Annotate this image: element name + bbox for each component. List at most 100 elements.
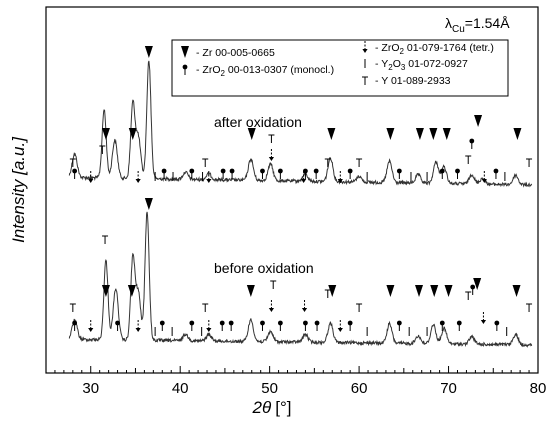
phase-marker-y (465, 291, 472, 300)
phase-marker-zro2t (268, 149, 275, 161)
phase-marker-zro2t (88, 320, 94, 332)
phase-marker-zro2m (260, 320, 265, 331)
phase-marker-y (356, 303, 363, 312)
phase-marker-zr (246, 285, 255, 297)
legend-entry-zr: - Zr 00-005-0665 (196, 47, 275, 59)
phase-marker-zro2t (481, 171, 487, 183)
phase-marker-zr (415, 285, 424, 297)
phase-marker-zro2m (494, 320, 500, 331)
phase-marker-zr (144, 46, 153, 58)
phase-marker-zr (474, 115, 483, 127)
phase-marker-zro2t (135, 320, 141, 332)
phase-marker-zr (513, 128, 522, 140)
phase-marker-y (356, 158, 363, 167)
phase-marker-zro2t (206, 171, 212, 183)
phase-marker-zro2m (313, 168, 319, 179)
phase-marker-zr (430, 285, 439, 297)
phase-marker-zro2t (268, 300, 275, 312)
phase-marker-zro2m (469, 138, 475, 149)
legend-entry-zro2-monocl: - ZrO2 00-013-0307 (monocl.) (196, 64, 334, 78)
y-axis-title: Intensity [a.u.] (9, 136, 28, 243)
series-annotation-after: after oxidation (214, 114, 302, 130)
phase-marker-y (526, 303, 533, 312)
legend-entry-zro2-tetr: - ZrO2 01-079-1764 (tetr.) (375, 42, 494, 56)
phase-marker-zr (144, 198, 153, 210)
phase-marker-y (465, 155, 472, 164)
phase-marker-zro2m (347, 320, 353, 331)
x-axis-title: 2θ [°] (252, 398, 292, 417)
phase-marker-zr (127, 285, 136, 297)
phase-marker-zr (415, 128, 424, 140)
phase-marker-zro2m (439, 320, 445, 331)
legend: - Zr 00-005-0665 - ZrO2 00-013-0307 (mon… (171, 39, 509, 97)
phase-marker-zro2m (219, 320, 225, 331)
phase-marker-zr (512, 285, 521, 297)
phase-marker-y (324, 158, 331, 167)
phase-marker-y (268, 134, 275, 143)
phase-marker-zro2m (277, 168, 283, 179)
phase-marker-y (270, 280, 277, 289)
phase-marker-zro2m (159, 320, 165, 331)
phase-marker-y (202, 303, 209, 312)
phase-marker-zr (101, 285, 110, 297)
phase-marker-zr (473, 278, 482, 290)
phase-marker-zr (386, 128, 395, 140)
phase-marker-zr (444, 285, 453, 297)
phase-marker-zro2m (229, 168, 235, 179)
phase-marker-zro2m (277, 320, 283, 331)
phase-marker-zro2m (439, 168, 445, 179)
phase-marker-zr (442, 128, 451, 140)
phase-marker-zro2m (303, 168, 308, 179)
phase-marker-zro2m (115, 320, 120, 331)
phase-marker-zro2m (228, 320, 234, 331)
diffractogram-after-oxidation (68, 60, 533, 188)
phase-marker-zro2m (470, 284, 476, 295)
phase-marker-zro2m (396, 320, 402, 331)
phase-marker-zro2t (135, 171, 141, 183)
series-annotation-before: before oxidation (214, 260, 314, 276)
x-tick-label: 70 (440, 380, 457, 397)
x-tick-label: 50 (261, 380, 278, 397)
phase-marker-zro2t (301, 171, 307, 183)
x-tick-label: 40 (172, 380, 189, 397)
legend-box (171, 39, 509, 97)
phase-marker-zr (247, 128, 256, 140)
phase-marker-zro2m (347, 168, 353, 179)
phase-marker-y (102, 235, 109, 244)
phase-marker-y (324, 289, 331, 298)
phase-marker-y (69, 303, 76, 312)
phase-marker-zro2m (260, 168, 265, 179)
phase-marker-zro2m (493, 168, 499, 179)
phase-marker-zr (128, 128, 137, 140)
phase-marker-zro2m (161, 168, 167, 179)
phase-marker-zr (328, 285, 337, 297)
phase-marker-zro2t (206, 320, 212, 332)
x-tick-label: 60 (351, 380, 368, 397)
phase-marker-zro2m (396, 168, 402, 179)
phase-marker-zro2t (88, 171, 94, 183)
phase-marker-y (202, 158, 209, 167)
phase-marker-zro2m (72, 168, 78, 179)
plot-frame (45, 6, 539, 374)
phase-marker-zr (327, 128, 336, 140)
phase-marker-zro2m (455, 168, 460, 179)
phase-marker-zr (101, 128, 110, 140)
phase-marker-zro2t (337, 171, 343, 183)
phase-marker-zro2m (72, 320, 78, 331)
legend-entry-y2o3: - Y2O3 01-072-0927 (375, 58, 468, 72)
phase-marker-zro2m (303, 320, 308, 331)
phase-marker-zro2t (301, 300, 308, 312)
legend-marker-y (362, 76, 368, 85)
x-tick-label: 30 (82, 380, 99, 397)
phase-marker-zro2m (189, 168, 195, 179)
x-tick-label: 80 (530, 380, 547, 397)
phase-marker-zro2t (480, 312, 487, 324)
legend-marker-zro2-monocl (182, 64, 188, 75)
phase-marker-zro2m (314, 320, 320, 331)
phase-marker-zro2m (220, 168, 226, 179)
phase-marker-y (526, 158, 533, 167)
phase-marker-y (69, 158, 76, 167)
wavelength-label: λCu=1.54Å (445, 15, 510, 35)
legend-marker-zr (181, 46, 189, 58)
